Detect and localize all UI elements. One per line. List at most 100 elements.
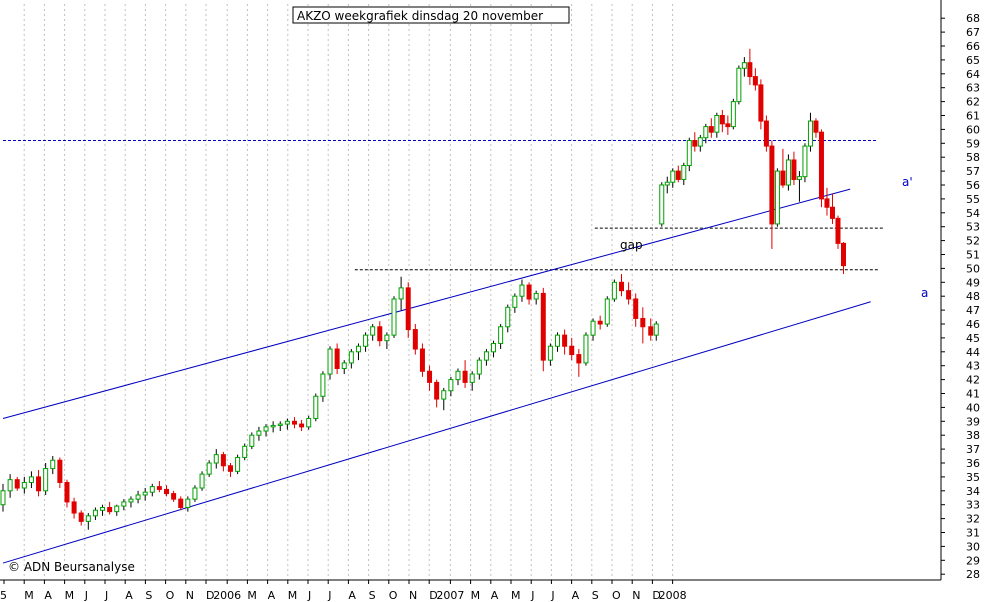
candle-body bbox=[448, 379, 454, 392]
candle-body bbox=[355, 345, 361, 353]
y-tick-label: 49 bbox=[966, 276, 980, 289]
candle-body bbox=[769, 145, 775, 225]
x-tick-label: A bbox=[491, 589, 499, 602]
x-tick-label: 2007 bbox=[436, 589, 464, 602]
candle-body bbox=[703, 126, 709, 139]
x-tick-label: A bbox=[268, 589, 276, 602]
candle-body bbox=[670, 170, 676, 183]
candle-body bbox=[681, 165, 687, 180]
candle-body bbox=[327, 348, 333, 375]
x-tick-label: O bbox=[166, 589, 175, 602]
candle-body bbox=[618, 281, 624, 292]
candle-body bbox=[597, 320, 603, 325]
y-tick-label: 57 bbox=[966, 165, 980, 178]
y-tick-label: 42 bbox=[966, 374, 980, 387]
candle-body bbox=[114, 505, 120, 513]
candle-body bbox=[320, 373, 326, 397]
title-box bbox=[292, 6, 570, 24]
candle-body bbox=[774, 170, 780, 225]
candle-body bbox=[370, 326, 376, 336]
candle-body bbox=[199, 473, 205, 489]
candle-body bbox=[71, 501, 77, 514]
candle-body bbox=[405, 287, 411, 331]
candle-body bbox=[835, 217, 841, 244]
candle-body bbox=[547, 345, 553, 361]
y-tick-label: 55 bbox=[966, 193, 980, 206]
candle-body bbox=[604, 298, 610, 325]
y-tick-label: 47 bbox=[966, 304, 980, 317]
candle-body bbox=[178, 498, 184, 508]
y-tick-label: 56 bbox=[966, 179, 980, 192]
x-tick-label: N bbox=[409, 589, 417, 602]
candle-body bbox=[476, 359, 482, 375]
y-tick-label: 66 bbox=[966, 40, 980, 53]
candle-body bbox=[633, 298, 639, 319]
candle-body bbox=[0, 490, 6, 506]
gap-label: gap bbox=[620, 238, 643, 252]
candle-body bbox=[235, 456, 241, 472]
candle-body bbox=[829, 206, 835, 219]
candle-body bbox=[334, 348, 340, 369]
candle-body bbox=[741, 62, 747, 69]
candle-body bbox=[469, 373, 475, 383]
candle-body bbox=[100, 506, 106, 511]
candle-body bbox=[36, 476, 42, 492]
y-tick-label: 31 bbox=[966, 527, 980, 540]
candle-body bbox=[398, 287, 404, 300]
trend-line bbox=[2, 301, 871, 564]
y-tick-label: 52 bbox=[966, 235, 980, 248]
x-tick-label: M bbox=[288, 589, 298, 602]
candle-body bbox=[562, 334, 568, 347]
trend-upper-label: a' bbox=[902, 175, 913, 189]
candle-body bbox=[569, 345, 575, 356]
y-tick-label: 28 bbox=[966, 568, 980, 581]
candle-body bbox=[43, 468, 49, 492]
candle-body bbox=[576, 354, 582, 364]
y-tick-label: 43 bbox=[966, 360, 980, 373]
x-tick-label: D bbox=[652, 589, 660, 602]
candle-body bbox=[708, 126, 714, 133]
candle-body bbox=[697, 137, 703, 147]
candle-body bbox=[185, 498, 191, 508]
candle-body bbox=[427, 370, 433, 383]
candle-body bbox=[341, 362, 347, 369]
candle-body bbox=[57, 459, 63, 483]
y-tick-label: 38 bbox=[966, 429, 980, 442]
x-tick-label: J bbox=[307, 589, 311, 602]
candle-body bbox=[664, 181, 670, 186]
y-tick-label: 68 bbox=[966, 12, 980, 25]
candle-body bbox=[714, 115, 720, 133]
candle-body bbox=[50, 459, 56, 470]
x-tick-label: A bbox=[348, 589, 356, 602]
y-tick-label: 62 bbox=[966, 96, 980, 109]
candle-body bbox=[505, 306, 511, 328]
candle-body bbox=[626, 290, 632, 300]
candle-body bbox=[348, 351, 354, 364]
candle-body bbox=[736, 67, 742, 103]
candle-body bbox=[434, 381, 440, 400]
x-tick-label: S bbox=[145, 589, 152, 602]
x-tick-label: J bbox=[550, 589, 554, 602]
x-tick-label: M bbox=[471, 589, 481, 602]
x-tick-label: J bbox=[327, 589, 331, 602]
x-tick-label: O bbox=[389, 589, 398, 602]
x-tick-label: M bbox=[65, 589, 75, 602]
x-tick-label: J bbox=[530, 589, 534, 602]
candle-body bbox=[220, 454, 226, 467]
candle-body bbox=[758, 84, 764, 122]
candle-body bbox=[14, 479, 20, 489]
candle-body bbox=[540, 292, 546, 361]
candle-body bbox=[462, 370, 468, 383]
x-tick-label: M bbox=[247, 589, 257, 602]
candle-body bbox=[171, 493, 177, 500]
candle-body bbox=[377, 326, 383, 342]
y-tick-label: 46 bbox=[966, 318, 980, 331]
candle-body bbox=[780, 170, 786, 186]
candle-body bbox=[675, 170, 681, 180]
y-tick-label: 65 bbox=[966, 54, 980, 67]
x-tick-label: S bbox=[369, 589, 376, 602]
candle-body bbox=[412, 329, 418, 350]
x-tick-label: M bbox=[511, 589, 521, 602]
